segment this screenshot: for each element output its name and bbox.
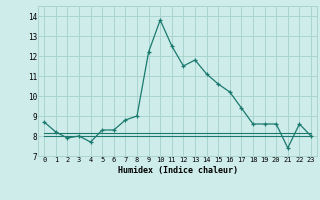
X-axis label: Humidex (Indice chaleur): Humidex (Indice chaleur) — [118, 166, 238, 175]
